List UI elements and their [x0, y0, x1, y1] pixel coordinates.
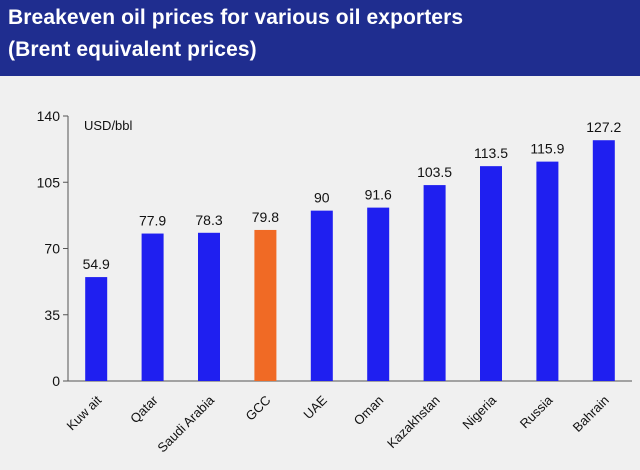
bar-saudi-arabia [198, 232, 220, 381]
x-tick-label: Oman [351, 393, 387, 429]
x-tick-label: Kuw ait [64, 392, 105, 433]
y-tick-label: 0 [52, 373, 60, 389]
x-tick-label: UAE [300, 392, 330, 422]
chart-header: Breakeven oil prices for various oil exp… [0, 0, 640, 76]
data-label: 103.5 [417, 164, 452, 180]
bar-uae [310, 210, 333, 381]
y-tick-label: 105 [37, 174, 61, 190]
x-tick-label: Nigeria [459, 392, 499, 432]
y-axis-unit-label: USD/bbl [84, 118, 133, 133]
x-tick-label: GCC [242, 393, 273, 424]
data-label: 54.9 [83, 256, 110, 272]
x-tick-label: Saudi Arabia [154, 392, 217, 455]
chart-subtitle: (Brent equivalent prices) [8, 38, 257, 61]
data-label: 90 [314, 190, 330, 206]
bar-nigeria [480, 166, 502, 381]
bar-qatar [141, 233, 164, 381]
bar-chart: USD/bbl 0 35 70 105 140 54.9 77.9 78.3 79.8 90 91… [37, 108, 632, 455]
plot-area: USD/bbl 0 35 70 105 140 54.9 77.9 78.3 79.8 90 91… [0, 76, 640, 470]
bar-kazakhstan [423, 185, 446, 381]
data-label: 113.5 [474, 145, 508, 161]
x-tick-label: Bahrain [570, 393, 612, 435]
y-tick-label: 35 [44, 307, 60, 323]
data-label: 115.9 [530, 141, 564, 157]
y-tick-label: 70 [44, 241, 60, 257]
data-label: 77.9 [139, 213, 166, 229]
bar-gcc [254, 229, 277, 381]
data-label: 79.8 [252, 209, 279, 225]
x-tick-label: Qatar [127, 392, 161, 426]
bar-bahrain [592, 140, 615, 381]
bar-russia [536, 161, 559, 381]
bar-kuw-ait [85, 277, 108, 381]
chart-title: Breakeven oil prices for various oil exp… [8, 6, 464, 29]
data-label: 127.2 [586, 119, 621, 135]
data-label: 91.6 [365, 187, 392, 203]
x-tick-label: Kazakhstan [384, 393, 443, 452]
x-tick-label: Russia [517, 392, 556, 431]
y-tick-label: 140 [37, 108, 61, 124]
data-label: 78.3 [195, 212, 222, 228]
bar-oman [367, 207, 390, 381]
